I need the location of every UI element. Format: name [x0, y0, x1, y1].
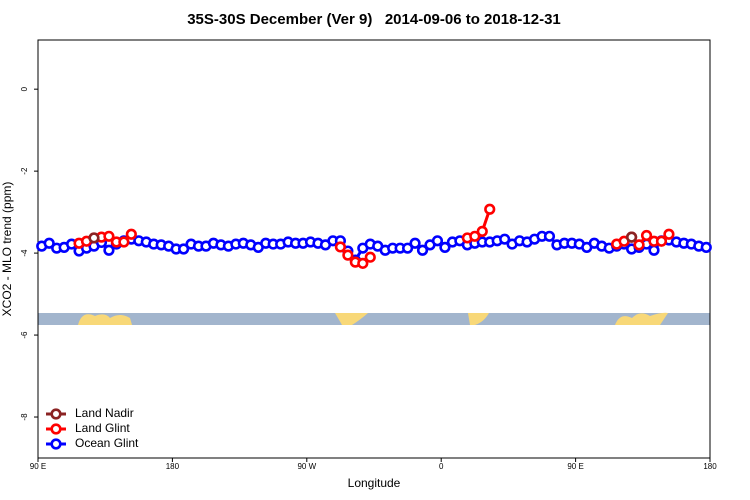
data-point — [439, 241, 451, 253]
data-point — [655, 235, 668, 247]
data-point — [364, 251, 376, 263]
data-point — [648, 244, 660, 256]
x-tick-label: 90 E — [30, 462, 46, 471]
x-axis-label: Longitude — [348, 476, 401, 490]
chart-title: 35S-30S December (Ver 9) 2014-09-06 to 2… — [187, 11, 561, 28]
legend-label: Ocean Glint — [75, 436, 139, 450]
land-shape — [615, 312, 668, 325]
data-point — [469, 230, 481, 242]
legend-label: Land Nadir — [75, 406, 134, 420]
data-point — [402, 242, 414, 254]
x-tick-label: 0 — [439, 462, 444, 471]
data-point — [633, 239, 645, 251]
data-point — [357, 257, 369, 269]
x-tick-label: 180 — [703, 462, 717, 471]
ocean-band — [38, 313, 710, 325]
data-point — [416, 244, 429, 256]
data-point — [476, 225, 488, 237]
data-point — [409, 237, 421, 249]
y-tick-label: -6 — [20, 331, 29, 339]
legend-marker — [50, 408, 62, 420]
data-point — [334, 241, 347, 253]
x-tick-label: 180 — [166, 462, 180, 471]
data-point — [103, 230, 115, 242]
data-point — [499, 233, 511, 245]
y-tick-label: 0 — [20, 86, 29, 91]
data-point — [663, 228, 675, 240]
y-axis-label: XCO2 - MLO trend (ppm) — [0, 182, 14, 317]
data-point — [103, 244, 115, 256]
data-point — [700, 241, 712, 253]
land-shape — [468, 313, 489, 325]
data-point — [342, 249, 354, 261]
land-shape — [335, 313, 368, 325]
legend-marker — [50, 423, 62, 435]
legend-label: Land Glint — [75, 421, 130, 435]
data-point — [178, 243, 190, 255]
x-tick-label: 90 W — [297, 462, 316, 471]
x-tick-label: 90 E — [567, 462, 583, 471]
data-point — [625, 231, 638, 243]
data-point — [640, 229, 653, 242]
legend-marker — [50, 438, 62, 450]
land-strip — [38, 312, 710, 325]
data-point — [484, 203, 496, 215]
data-point — [543, 230, 556, 242]
data-point — [88, 232, 100, 244]
data-point — [125, 228, 137, 240]
data-point — [431, 235, 444, 247]
y-tick-label: -4 — [20, 249, 29, 257]
data-point — [43, 237, 55, 249]
y-tick-label: -8 — [20, 413, 29, 421]
land-shape — [78, 314, 132, 325]
y-tick-label: -2 — [20, 167, 29, 175]
data-point — [118, 236, 130, 248]
